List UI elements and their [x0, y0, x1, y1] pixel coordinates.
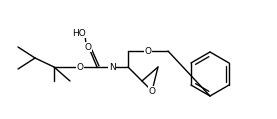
Text: O: O: [148, 87, 155, 96]
Text: N: N: [109, 62, 116, 72]
Text: HO: HO: [72, 28, 86, 37]
Text: O: O: [145, 47, 152, 55]
Text: O: O: [84, 42, 91, 52]
Text: O: O: [76, 62, 83, 72]
